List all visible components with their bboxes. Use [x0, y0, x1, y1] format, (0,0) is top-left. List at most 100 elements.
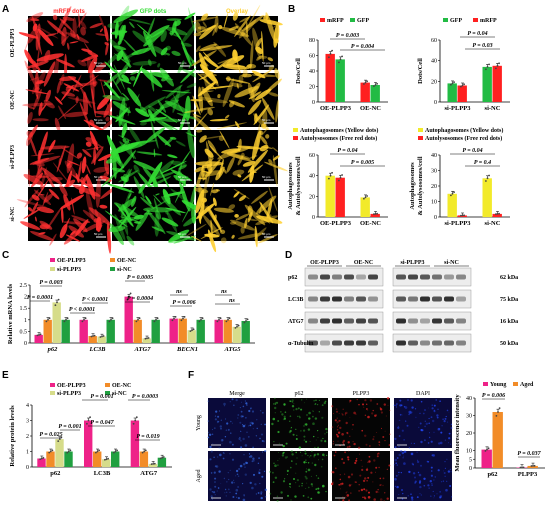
cell-signal — [147, 59, 152, 67]
cell-signal — [24, 34, 32, 51]
fluorescent-dot — [362, 496, 364, 499]
cell-signal — [140, 67, 163, 88]
bar — [124, 296, 133, 343]
legend-label: GFP — [450, 18, 462, 24]
fluorescent-dot — [289, 486, 291, 488]
fluorescent-dot — [334, 451, 337, 453]
cell-signal — [170, 188, 194, 206]
fluorescent-dot — [415, 416, 417, 419]
fluorescent-dot — [429, 480, 432, 483]
fluorescent-dot — [277, 464, 279, 467]
cell-signal — [190, 98, 203, 102]
fluorescent-dot — [305, 488, 307, 489]
fluorescent-dot — [378, 441, 381, 443]
scale-bar-text: 50 μm — [178, 232, 187, 236]
cell-signal — [34, 216, 37, 222]
fluorescent-dot — [300, 408, 303, 411]
fluorescent-dot — [439, 491, 441, 493]
cell-signal — [202, 21, 208, 28]
fluorescent-dot — [314, 463, 317, 467]
cell-signal — [251, 190, 268, 205]
cell-signal — [160, 160, 187, 174]
fluorescent-dot — [240, 415, 243, 418]
fluorescent-dot — [311, 462, 314, 464]
cell-signal — [108, 71, 123, 96]
cell-signal — [107, 23, 120, 29]
data-point — [58, 438, 61, 440]
cell-signal — [261, 97, 275, 120]
cell-signal — [109, 38, 131, 63]
cell-signal — [155, 210, 162, 220]
cell-signal — [113, 45, 127, 51]
fluorescent-dot — [401, 489, 403, 491]
fluorescent-dot — [444, 439, 447, 441]
cell-signal — [206, 206, 222, 230]
cell-signal — [43, 61, 56, 87]
protein-band — [308, 318, 318, 324]
data-point — [450, 83, 452, 86]
fluorescent-dot — [437, 469, 440, 472]
fluorescent-dot — [433, 497, 435, 499]
cell-signal — [217, 57, 235, 64]
fluorescent-dot — [379, 484, 381, 486]
fluorescent-dot — [335, 408, 338, 410]
data-point — [66, 317, 69, 320]
data-point — [374, 213, 377, 215]
fluorescent-dot — [212, 443, 214, 445]
cell-signal — [119, 216, 139, 222]
cell-signal — [229, 101, 235, 108]
fluorescent-dot — [348, 499, 350, 502]
fluorescent-dot — [258, 471, 261, 475]
fluorescent-dot — [224, 492, 226, 494]
fluorescent-dot — [416, 460, 420, 464]
fluorescent-dot — [305, 477, 308, 480]
fluorescent-dot — [444, 475, 446, 477]
data-point — [201, 317, 204, 320]
protein-band — [356, 274, 366, 280]
fluorescent-dot — [367, 496, 371, 499]
bar — [335, 177, 345, 217]
fluorescent-dot — [255, 493, 258, 495]
fluorescent-dot — [403, 450, 406, 453]
data-point — [146, 337, 148, 340]
fluorescent-dot — [347, 433, 349, 435]
micrograph-f — [331, 397, 391, 449]
data-point — [102, 335, 105, 337]
fluorescent-dot — [344, 412, 347, 415]
fluorescent-dot — [434, 476, 437, 478]
cell-signal — [148, 105, 158, 113]
cell-signal — [140, 106, 148, 114]
fluorescent-dot — [416, 451, 418, 453]
cell-signal — [35, 23, 41, 51]
cell-signal — [85, 141, 92, 147]
cell-signal — [32, 118, 49, 122]
fluorescent-dot — [219, 453, 222, 457]
scale-bar-text: 50 μm — [262, 61, 271, 65]
significance-label: P = 0.0001 — [27, 295, 53, 301]
fluorescent-dot — [313, 435, 315, 438]
data-point — [243, 321, 246, 324]
fluorescent-dot — [252, 457, 255, 460]
fluorescent-dot — [252, 446, 254, 448]
cell-signal — [146, 209, 166, 235]
fluorescent-dot — [344, 473, 346, 475]
data-point — [54, 304, 57, 307]
cell-signal — [173, 175, 186, 184]
fluorescent-dot — [281, 454, 285, 457]
significance-label: P < 0.0001 — [82, 297, 108, 303]
fluorescent-dot — [403, 439, 405, 441]
fluorescent-dot — [333, 413, 334, 415]
data-point — [533, 464, 536, 467]
fluorescent-dot — [271, 422, 274, 426]
fluorescent-dot — [342, 443, 345, 445]
x-tick-label: p62 — [487, 471, 497, 478]
data-point — [200, 318, 202, 321]
panel-a-row-label: si-NC — [10, 207, 16, 222]
cell-signal — [272, 155, 280, 161]
y-tick-label: 60 — [431, 38, 437, 44]
fluorescent-dot — [298, 485, 300, 487]
fluorescent-dot — [427, 442, 430, 444]
cell-signal — [241, 152, 245, 158]
legend-label: si-NC — [117, 267, 132, 273]
